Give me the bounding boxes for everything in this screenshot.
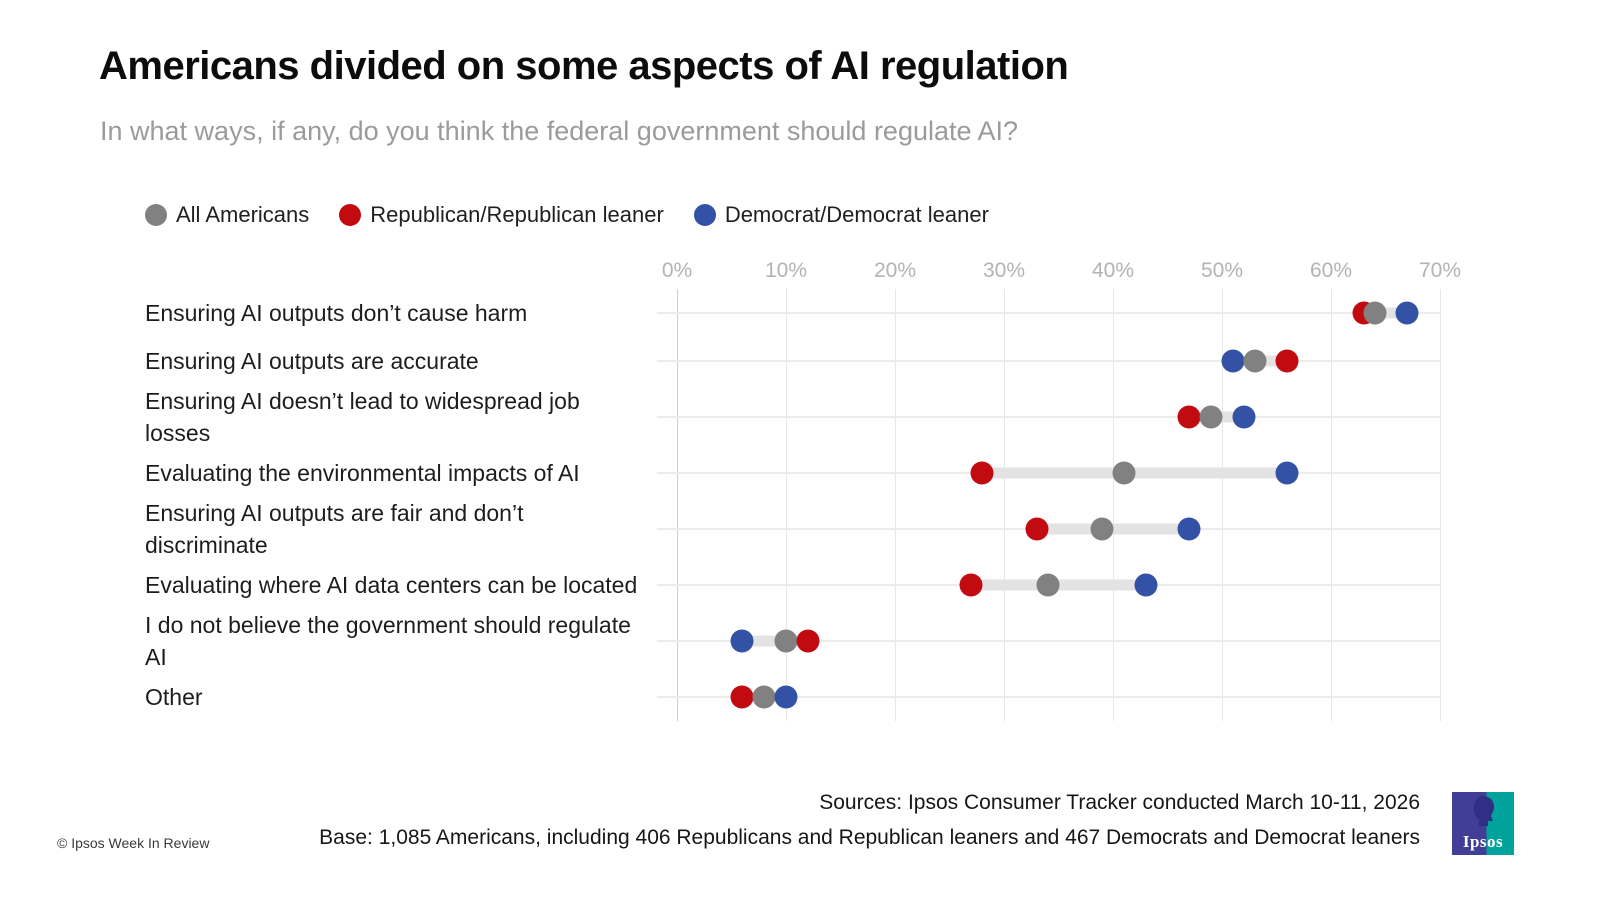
- dot-democrat-democrat-leaner: [1221, 349, 1245, 373]
- category-label: I do not believe the government should r…: [145, 612, 631, 670]
- chart-row: Evaluating where AI data centers can be …: [145, 561, 1440, 609]
- page-title: Americans divided on some aspects of AI …: [99, 44, 1069, 88]
- axis-tick: 0%: [661, 259, 693, 282]
- dot-democrat-democrat-leaner: [1134, 573, 1158, 597]
- dot-republican-republican-leaner: [796, 629, 820, 653]
- legend-item-republican-republican-leaner: Republican/Republican leaner: [339, 202, 664, 228]
- dot-democrat-democrat-leaner: [1177, 517, 1201, 541]
- category-label: Ensuring AI outputs don’t cause harm: [145, 300, 528, 326]
- dot-all-americans: [1090, 517, 1114, 541]
- axis-tick: 20%: [873, 259, 917, 282]
- legend-label: All Americans: [176, 202, 310, 227]
- legend-dot-icon: [145, 204, 167, 226]
- copyright-note: © Ipsos Week In Review: [57, 835, 210, 851]
- axis-tick: 30%: [982, 259, 1026, 282]
- dot-all-americans: [1036, 573, 1060, 597]
- chart-row: Ensuring AI doesn’t lead to widespread j…: [145, 385, 1440, 449]
- category-label: Ensuring AI doesn’t lead to widespread j…: [145, 388, 580, 446]
- sources-note: Sources: Ipsos Consumer Tracker conducte…: [819, 791, 1420, 814]
- dot-republican-republican-leaner: [730, 685, 754, 709]
- legend-item-all-americans: All Americans: [145, 202, 309, 228]
- dot-all-americans: [752, 685, 776, 709]
- row-gridline: [657, 640, 1440, 642]
- dot-democrat-democrat-leaner: [730, 629, 754, 653]
- chart-subtitle: In what ways, if any, do you think the f…: [100, 116, 1019, 146]
- row-plot-area: [657, 609, 1440, 673]
- dot-republican-republican-leaner: [959, 573, 983, 597]
- legend-label: Republican/Republican leaner: [370, 202, 664, 227]
- row-gridline: [657, 360, 1440, 362]
- dot-democrat-democrat-leaner: [1275, 461, 1299, 485]
- face-silhouette-icon: [1474, 796, 1494, 826]
- row-gridline: [657, 416, 1440, 418]
- chart-row: Ensuring AI outputs are accurate: [145, 337, 1440, 385]
- dot-all-americans: [1363, 301, 1387, 325]
- dot-republican-republican-leaner: [1025, 517, 1049, 541]
- dot-all-americans: [774, 629, 798, 653]
- dot-plot-chart: 0% 10% 20% 30% 40% 50% 60% 70% Ensuring AI outp…: [145, 257, 1461, 721]
- ipsos-logo-text: Ipsos: [1462, 832, 1504, 851]
- gridline: [1440, 289, 1441, 721]
- dot-republican-republican-leaner: [1275, 349, 1299, 373]
- axis-tick: 40%: [1091, 259, 1135, 282]
- category-label: Other: [145, 684, 203, 710]
- legend: All Americans Republican/Republican leane…: [145, 202, 989, 228]
- chart-row: Ensuring AI outputs are fair and don’t d…: [145, 497, 1440, 561]
- legend-dot-icon: [339, 204, 362, 226]
- base-note: Base: 1,085 Americans, including 406 Rep…: [319, 826, 1420, 849]
- row-plot-area: [657, 385, 1440, 449]
- row-plot-area: [657, 673, 1440, 721]
- row-plot-area: [657, 337, 1440, 385]
- chart-row: Ensuring AI outputs don’t cause harm: [145, 289, 1440, 337]
- dot-republican-republican-leaner: [970, 461, 994, 485]
- axis-tick: 50%: [1200, 259, 1244, 282]
- chart-row: Evaluating the environmental impacts of …: [145, 449, 1440, 497]
- axis-tick: 60%: [1309, 259, 1353, 282]
- legend-item-democrat-democrat-leaner: Democrat/Democrat leaner: [693, 202, 989, 228]
- dot-democrat-democrat-leaner: [1232, 405, 1256, 429]
- row-plot-area: [657, 289, 1440, 337]
- axis-tick: 70%: [1418, 259, 1462, 282]
- dot-democrat-democrat-leaner: [774, 685, 798, 709]
- x-axis: 0% 10% 20% 30% 40% 50% 60% 70%: [662, 257, 1461, 289]
- axis-tick: 10%: [764, 259, 808, 282]
- legend-label: Democrat/Democrat leaner: [724, 202, 989, 227]
- dot-all-americans: [1243, 349, 1267, 373]
- dot-republican-republican-leaner: [1177, 405, 1201, 429]
- chart-row: Other: [145, 673, 1440, 721]
- dot-democrat-democrat-leaner: [1395, 301, 1419, 325]
- category-label: Ensuring AI outputs are fair and don’t d…: [145, 500, 524, 558]
- row-gridline: [657, 312, 1440, 314]
- category-label: Evaluating the environmental impacts of …: [145, 460, 580, 486]
- category-label: Ensuring AI outputs are accurate: [145, 348, 479, 374]
- dot-all-americans: [1199, 405, 1223, 429]
- category-label: Evaluating where AI data centers can be …: [145, 572, 638, 598]
- legend-dot-icon: [693, 204, 716, 226]
- row-plot-area: [657, 497, 1440, 561]
- ipsos-logo: Ipsos: [1452, 792, 1514, 855]
- row-gridline: [657, 696, 1440, 698]
- chart-rows: Ensuring AI outputs don’t cause harm Ensu…: [145, 289, 1440, 721]
- row-plot-area: [657, 449, 1440, 497]
- row-plot-area: [657, 561, 1440, 609]
- dot-all-americans: [1112, 461, 1136, 485]
- chart-row: I do not believe the government should r…: [145, 609, 1440, 673]
